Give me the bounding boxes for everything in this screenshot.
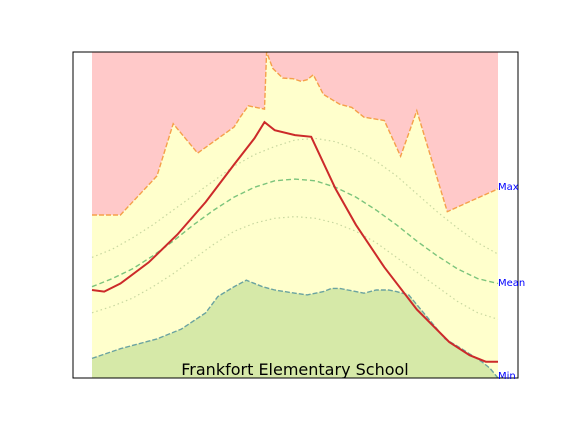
mean-plus-std-line (91, 137, 499, 258)
actual-line (91, 120, 498, 363)
below-min-area (92, 280, 498, 378)
chart-marks (91, 51, 499, 379)
max-label: Max (498, 182, 519, 193)
min-line (91, 279, 499, 379)
plot-frame (72, 51, 519, 379)
chart-title: Frankfort Elementary School (181, 360, 408, 379)
min-label: Min (498, 371, 516, 382)
above-max-area (92, 52, 498, 215)
mean-label: Mean (498, 278, 525, 289)
normal-range-area (92, 52, 498, 378)
max-line (92, 51, 499, 216)
